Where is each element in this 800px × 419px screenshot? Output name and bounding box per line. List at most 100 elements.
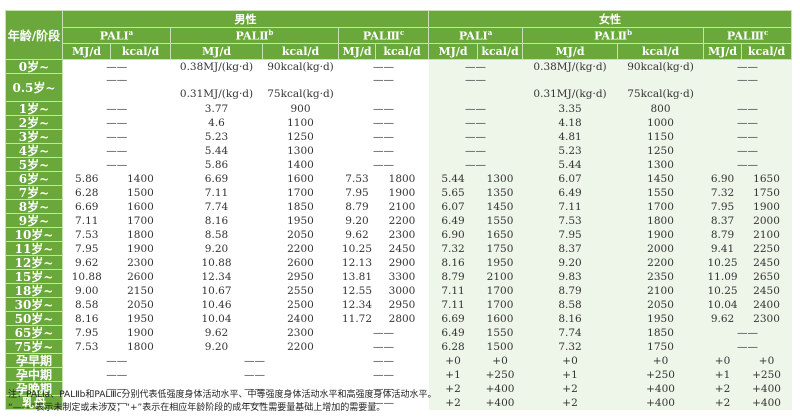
male-value-cell: 9.62 bbox=[204, 326, 229, 339]
table-row: 18岁~ 9.00 2150 10.67 2550 12.55 3000 7.11 1700 8.… bbox=[5, 283, 792, 298]
male-value-cell: 0.38MJ/(kg·d) bbox=[179, 60, 254, 73]
age-cell: 11岁~ bbox=[5, 241, 63, 256]
female-value-cell: 1700 bbox=[617, 199, 704, 214]
female-value-cell: +400 bbox=[741, 395, 792, 410]
female-value-cell: —— bbox=[703, 143, 792, 158]
male-value-cell: 0.31MJ/(kg·d) bbox=[179, 87, 254, 100]
female-value-cell: —— bbox=[703, 73, 792, 102]
male-value-cell: —— bbox=[244, 368, 265, 381]
male-value-cell: 900 bbox=[290, 102, 311, 115]
female-value-cell: 2450 bbox=[741, 255, 792, 270]
male-value-cell: 1400 bbox=[127, 172, 154, 185]
female-value-cell: +2 bbox=[703, 395, 742, 410]
female-value-cell: 2250 bbox=[741, 241, 792, 256]
male-value-cell: 2300 bbox=[127, 256, 154, 269]
female-value-cell: 2450 bbox=[741, 283, 792, 298]
female-value-cell: +0 bbox=[522, 353, 618, 368]
male-value-cell: 7.95 bbox=[75, 242, 99, 255]
male-value-cell: —— bbox=[106, 382, 128, 395]
female-value-cell: 1700 bbox=[477, 297, 523, 312]
male-value-cell: —— bbox=[106, 354, 128, 367]
male-value-cell: 5.23 bbox=[204, 130, 229, 143]
female-value-cell: +2 bbox=[428, 381, 478, 396]
table-row: 4岁~ —— 5.44 1300 —— —— 5.23 1250 —— bbox=[5, 143, 792, 158]
female-value-cell: +250 bbox=[741, 367, 792, 382]
female-value-cell: +400 bbox=[617, 381, 704, 396]
male-value-cell: —— bbox=[106, 158, 128, 171]
male-value-cell: —— bbox=[106, 368, 128, 381]
pal-label: PALⅢ bbox=[726, 29, 764, 43]
male-value-cell: —— bbox=[106, 130, 128, 143]
male-value-cell: 9.20 bbox=[345, 214, 369, 227]
male-value-cell: —— bbox=[373, 326, 395, 339]
male-value-cell: 9.62 bbox=[345, 228, 369, 241]
female-value-cell: —— bbox=[428, 59, 523, 74]
female-value-cell: 8.58 bbox=[522, 297, 618, 312]
male-value-cell: 2200 bbox=[388, 214, 416, 227]
female-value-cell: +0 bbox=[617, 353, 704, 368]
female-value-cell: —— bbox=[428, 101, 523, 116]
male-value-cell: 2550 bbox=[287, 284, 314, 297]
age-cell: 2岁~ bbox=[5, 115, 63, 130]
male-value-cell: 9.62 bbox=[75, 256, 99, 269]
male-value-cell: 12.13 bbox=[341, 256, 373, 269]
female-value-cell: 1850 bbox=[617, 325, 704, 340]
female-value-cell: 75kcal(kg·d) bbox=[617, 73, 704, 102]
male-value-cell: 11.72 bbox=[341, 312, 373, 325]
male-value-cell: 1800 bbox=[127, 340, 154, 353]
female-value-cell: +1 bbox=[428, 367, 478, 382]
female-value-cell: +0 bbox=[741, 353, 792, 368]
age-cell: 65岁~ bbox=[5, 325, 63, 340]
male-value-cell: 9.00 bbox=[75, 284, 99, 297]
female-value-cell: +2 bbox=[522, 381, 618, 396]
female-value-cell: 7.95 bbox=[522, 227, 618, 242]
male-value-cell: 10.04 bbox=[201, 312, 232, 325]
male-value-cell: 7.95 bbox=[75, 326, 99, 339]
male-value-cell: —— bbox=[244, 382, 265, 395]
female-value-cell: 6.69 bbox=[428, 311, 478, 326]
female-value-cell: 2100 bbox=[741, 227, 792, 242]
male-value-cell: 7.53 bbox=[75, 340, 99, 353]
female-value-cell: 1700 bbox=[477, 283, 523, 298]
male-value-cell: 8.16 bbox=[204, 214, 229, 227]
female-value-cell: 8.79 bbox=[522, 283, 618, 298]
table-row: 乳母 —— —— —— +2 +400 +2 +400 +2 +400 bbox=[5, 395, 792, 410]
age-cell: 孕早期 bbox=[5, 353, 63, 368]
age-cell: 6岁~ bbox=[5, 171, 63, 186]
female-value-cell: 7.32 bbox=[522, 339, 618, 354]
male-value-cell: 6.69 bbox=[75, 200, 99, 213]
female-value-cell: 7.11 bbox=[428, 283, 478, 298]
male-value-cell: —— bbox=[106, 102, 128, 115]
male-value-cell: 1900 bbox=[127, 242, 154, 255]
table-row: 2岁~ —— 4.6 1100 —— —— 4.18 1000 —— bbox=[5, 115, 792, 130]
female-value-cell: 1550 bbox=[477, 325, 523, 340]
female-value-cell: 1950 bbox=[617, 311, 704, 326]
male-value-cell: 5.86 bbox=[75, 172, 99, 185]
female-value-cell: 8.16 bbox=[522, 311, 618, 326]
female-value-cell: 2000 bbox=[741, 213, 792, 228]
age-cell: 孕晚期 bbox=[5, 381, 63, 396]
female-value-cell: 2400 bbox=[741, 297, 792, 312]
male-value-cell: 1900 bbox=[388, 186, 416, 199]
female-pal-2-header: PALⅡb bbox=[522, 27, 705, 44]
female-value-cell: 2200 bbox=[617, 255, 704, 270]
note-line: “——”表示未制定或未涉及；“+”表示在相应年龄阶段的成年女性需要量基础上增加的… bbox=[8, 403, 386, 413]
age-cell: 12岁~ bbox=[5, 255, 63, 270]
male-value-cell: 8.16 bbox=[75, 312, 99, 325]
male-value-cell: 3.77 bbox=[204, 102, 229, 115]
female-value-cell: 6.07 bbox=[522, 171, 618, 186]
male-value-cell: 2300 bbox=[287, 326, 314, 339]
female-value-cell: 2100 bbox=[617, 283, 704, 298]
female-value-cell: 1550 bbox=[617, 185, 704, 200]
age-cell: 3岁~ bbox=[5, 129, 63, 144]
male-value-cell: 2100 bbox=[388, 200, 416, 213]
age-cell: 0.5岁~ bbox=[5, 73, 63, 102]
table-row: 孕晚期 —— —— —— +2 +400 +2 +400 +2 +400 bbox=[5, 381, 792, 396]
male-value-cell: 2200 bbox=[287, 242, 314, 255]
female-value-cell: 1800 bbox=[617, 213, 704, 228]
female-value-cell: 7.32 bbox=[428, 241, 478, 256]
female-value-cell: 1900 bbox=[741, 199, 792, 214]
male-value-cell: 12.34 bbox=[201, 270, 232, 283]
female-value-cell: +400 bbox=[741, 381, 792, 396]
male-value-cell: 13.81 bbox=[341, 270, 373, 283]
